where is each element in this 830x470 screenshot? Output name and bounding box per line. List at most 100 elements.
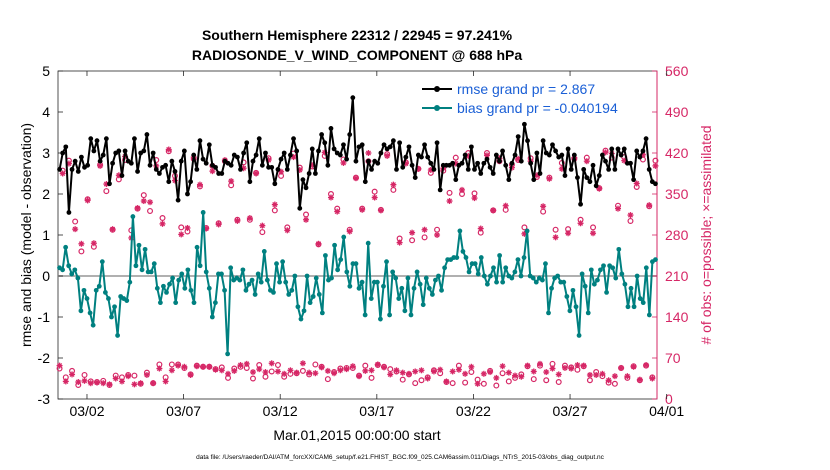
rmse-point (253, 152, 259, 158)
obs-assimilated-point (462, 370, 469, 377)
x-tick-label: 03/07 (166, 403, 201, 419)
obs-possible-point (611, 380, 618, 387)
rmse-point (244, 140, 250, 146)
rmse-point (537, 171, 543, 176)
obs-assimilated-point (561, 364, 568, 371)
rmse-point (88, 136, 94, 142)
obs-assimilated-point (590, 230, 597, 237)
bias-point (246, 281, 252, 287)
bias-point (112, 304, 117, 310)
rmse-point (453, 177, 459, 183)
rmse-point (57, 167, 62, 172)
obs-assimilated-point (140, 198, 147, 205)
rmse-point (341, 142, 346, 148)
rmse-point (596, 173, 602, 178)
obs-assimilated-point (555, 371, 562, 378)
obs-assimilated-point (477, 225, 484, 232)
y-left-tick-label: 2 (42, 186, 50, 202)
rmse-point (584, 175, 590, 181)
bias-point (429, 292, 435, 297)
rmse-point (522, 121, 527, 127)
obs-assimilated-point (131, 381, 138, 388)
bias-point (567, 308, 573, 314)
obs-possible-point (449, 380, 456, 387)
obs-possible-point (530, 376, 537, 383)
bias-point (335, 267, 341, 273)
rmse-point (169, 158, 175, 164)
rmse-point (366, 158, 371, 164)
rmse-point (578, 201, 583, 207)
x-tick-label: 03/22 (456, 403, 491, 419)
bias-point (653, 257, 658, 262)
bias-point (72, 267, 78, 273)
obs-assimilated-point (643, 362, 650, 369)
obs-assimilated-point (524, 362, 531, 369)
legend-rmse-marker (434, 86, 440, 92)
rmse-point (590, 162, 596, 168)
obs-assimilated-point (343, 366, 350, 373)
bias-point (319, 310, 325, 316)
rmse-point (191, 152, 197, 158)
bias-point (338, 257, 344, 262)
rmse-point (553, 148, 559, 154)
obs-assimilated-point (196, 181, 203, 188)
footer-data-file: data file: /Users/raeder/DAI/ATM_forcXX/… (196, 454, 605, 461)
rmse-point (431, 167, 437, 172)
bias-point (176, 277, 182, 283)
obs-assimilated-point (187, 371, 194, 378)
rmse-point (116, 148, 122, 154)
bias-point (157, 300, 163, 306)
obs-assimilated-point (274, 368, 281, 375)
obs-assimilated-point (237, 362, 244, 369)
obs-assimilated-point (399, 369, 406, 376)
bias-point (539, 277, 545, 283)
rmse-point (362, 179, 368, 185)
bias-point (87, 310, 93, 316)
obs-assimilated-point (253, 170, 260, 177)
rmse-point (75, 169, 81, 174)
obs-assimilated-point (487, 369, 494, 376)
y-right-tick-label: 280 (665, 227, 689, 243)
obs-assimilated-point (546, 175, 553, 182)
bias-point (378, 316, 383, 322)
rmse-point (353, 158, 359, 164)
rmse-point (107, 181, 112, 187)
obs-assimilated-point (349, 363, 356, 370)
bias-point (173, 300, 179, 306)
bias-point (298, 316, 304, 322)
obs-assimilated-point (549, 365, 556, 372)
rmse-point (175, 197, 181, 203)
obs-assimilated-point (368, 367, 375, 374)
bias-point (509, 275, 515, 281)
rmse-point (194, 167, 200, 172)
obs-assimilated-point (580, 362, 587, 369)
rmse-point (400, 164, 406, 170)
rmse-point (166, 179, 172, 185)
obs-possible-point (168, 361, 175, 368)
rmse-point (297, 205, 303, 211)
rmse-point (288, 152, 293, 158)
rmse-point (481, 160, 487, 166)
legend-rmse-label: rmse grand pr = 2.867 (457, 81, 595, 97)
rmse-point (203, 160, 209, 166)
obs-assimilated-point (212, 366, 219, 373)
obs-assimilated-point (537, 360, 544, 367)
bias-point (151, 261, 157, 267)
rmse-point (241, 150, 247, 156)
obs-assimilated-point (299, 360, 306, 367)
bias-point (457, 228, 463, 234)
rmse-point (531, 177, 537, 183)
rmse-point (575, 175, 580, 181)
bias-point (310, 294, 316, 299)
bias-point (102, 290, 108, 295)
bias-point (439, 287, 444, 293)
obs-assimilated-point (156, 365, 163, 372)
obs-possible-point (505, 378, 512, 385)
obs-assimilated-point (243, 360, 250, 367)
rmse-point (316, 148, 321, 154)
rmse-point (525, 138, 530, 144)
obs-assimilated-point (209, 168, 216, 175)
bias-point (564, 294, 570, 299)
obs-possible-point (480, 380, 487, 387)
